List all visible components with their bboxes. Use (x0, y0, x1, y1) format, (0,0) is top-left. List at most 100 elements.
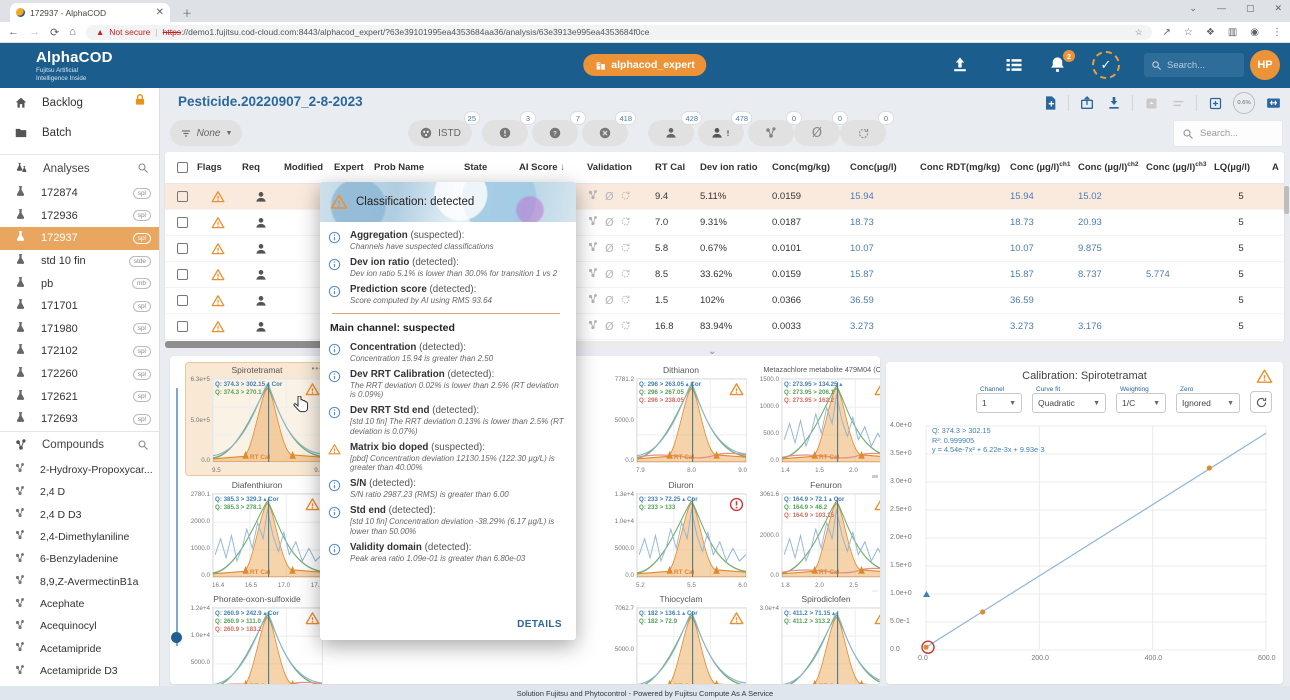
empty-set-icon[interactable]: Ø (605, 190, 614, 203)
upload-icon[interactable] (950, 55, 970, 75)
table-row-5[interactable]: Ø 1.5 102% 0.0366 36.59 36.59 5 (165, 288, 1284, 314)
table-row-4[interactable]: Ø 8.5 33.62% 0.0159 15.87 15.87 8.737 5.774 5 (165, 262, 1284, 288)
column-header-A[interactable]: A (1272, 162, 1279, 173)
fork-icon[interactable] (587, 189, 599, 204)
compound-item-2-4-Dimethylaniline[interactable]: 2,4-Dimethylaniline (0, 526, 159, 548)
control-select[interactable]: Ignored ▼ (1176, 393, 1240, 413)
chromatogram-card-Spirodiclofen[interactable]: Spirodiclofen 3.0e+42.0e+4 Q: 411.2 > 71.1… (755, 592, 880, 684)
warning-icon[interactable] (874, 497, 880, 515)
calibration-warning-icon[interactable] (1256, 368, 1273, 388)
row-checkbox[interactable] (177, 191, 188, 202)
details-button[interactable]: DETAILS (517, 619, 562, 630)
refresh-icon[interactable] (620, 216, 631, 230)
column-header-Dev-ion-ratio[interactable]: Dev ion ratio (700, 162, 758, 173)
window-chevron-icon[interactable]: ⌄ (1189, 3, 1197, 13)
filter-chip-istd[interactable]: ISTD 25 (408, 111, 480, 146)
new-report-icon[interactable] (1041, 94, 1059, 112)
column-header-Conc-g-l-[interactable]: Conc(µg/l) (850, 162, 897, 173)
add-panel-icon[interactable] (1206, 94, 1224, 112)
validation-icons[interactable]: Ø (587, 267, 651, 282)
sidebar-section-compounds[interactable]: Compounds (0, 430, 159, 459)
download-icon[interactable] (1105, 94, 1123, 112)
display-panel-icon[interactable] (1264, 94, 1282, 112)
row-checkbox[interactable] (177, 269, 188, 280)
refresh-icon[interactable] (620, 294, 631, 308)
warning-icon[interactable] (874, 382, 880, 400)
column-header-Conc-g-l-[interactable]: Conc (µg/l)ch1 (1010, 161, 1071, 174)
filter-chip-person-alert[interactable]: 478 (698, 111, 752, 146)
user-avatar[interactable]: HP (1250, 50, 1280, 80)
empty-set-icon[interactable]: Ø (605, 216, 614, 229)
column-header-Prob-Name[interactable]: Prob Name (374, 162, 425, 173)
view-list-icon[interactable] (1004, 55, 1024, 75)
profile-icon[interactable]: ◉ (1250, 26, 1259, 38)
address-bar[interactable]: ▲ Not secure | https://demo1.fujitsu.cod… (85, 24, 1153, 40)
analysis-item-172102[interactable]: 172102 spl (0, 340, 159, 363)
export-icon[interactable] (1078, 94, 1096, 112)
warning-icon[interactable] (729, 382, 744, 400)
compound-item-2-4-D-D3[interactable]: 2,4 D D3 (0, 503, 159, 525)
compound-item-2-4-D[interactable]: 2,4 D (0, 481, 159, 503)
chromatogram-card-Metazachlore-metabolite-479M04-OA-[interactable]: Metazachlore metabolite 479M04 (OA) 1500.… (755, 363, 880, 475)
control-select[interactable]: Quadratic ▼ (1032, 393, 1106, 413)
validation-check-icon[interactable]: ✓ (1092, 51, 1120, 79)
window-controls[interactable]: ⌄ — ▢ ✕ (1189, 3, 1282, 14)
chromatogram-plot[interactable] (781, 607, 880, 684)
column-header-Validation[interactable]: Validation (587, 162, 632, 173)
fork-icon[interactable] (587, 215, 599, 230)
refresh-icon[interactable] (620, 242, 631, 256)
fork-icon[interactable] (587, 267, 599, 282)
refresh-icon[interactable] (620, 190, 631, 204)
filter-chip-question[interactable]: ? 7 (532, 111, 586, 146)
compound-item-8-9-Z-AvermectinB1a[interactable]: 8,9,Z-AvermectinB1a (0, 570, 159, 592)
column-header-Conc-g-l-[interactable]: Conc (µg/l)ch2 (1078, 161, 1139, 174)
control-select[interactable]: 1/C ▼ (1116, 393, 1166, 413)
warning-icon[interactable] (305, 382, 320, 400)
sidebar-item-backlog[interactable]: Backlog (0, 88, 159, 118)
analysis-item-171980[interactable]: 171980 spl (0, 318, 159, 341)
chromatogram-plot[interactable] (636, 493, 747, 578)
column-header-Modified[interactable]: Modified (284, 162, 324, 173)
chromatogram-plot[interactable] (781, 378, 880, 463)
row-checkbox[interactable] (177, 295, 188, 306)
row-checkbox[interactable] (177, 243, 188, 254)
chart-zoom-slider-handle[interactable] (171, 632, 182, 643)
analysis-item-172874[interactable]: 172874 spl (0, 182, 159, 205)
chromatogram-plot[interactable] (636, 607, 747, 684)
calibration-history-button[interactable] (1250, 391, 1272, 413)
chromatogram-plot[interactable] (212, 607, 323, 684)
bookmark-star-icon[interactable]: ☆ (1134, 26, 1143, 37)
table-row-2[interactable]: Ø 7.0 9.31% 0.0187 18.73 18.73 20.93 5 (165, 210, 1284, 236)
empty-set-icon[interactable]: Ø (605, 268, 614, 281)
column-header-Conc-g-l-[interactable]: Conc (µg/l)ch3 (1146, 161, 1207, 174)
control-select[interactable]: 1 ▼ (976, 393, 1022, 413)
tab-close-icon[interactable]: ✕ (155, 7, 164, 18)
extensions-icon[interactable]: ❖ (1205, 26, 1215, 38)
compound-item-6-Benzyladenine[interactable]: 6-Benzyladenine (0, 548, 159, 570)
column-header-Conc-RDT-mg-kg-[interactable]: Conc RDT(mg/kg) (920, 162, 1001, 173)
compound-item-Acequinocyl[interactable]: Acequinocyl (0, 615, 159, 637)
star-icon[interactable]: ☆ (1183, 26, 1193, 38)
global-search[interactable]: Search... (1144, 53, 1244, 77)
warning-icon[interactable] (729, 611, 744, 629)
home-icon[interactable]: ⌂ (69, 26, 76, 38)
column-header-Expert[interactable]: Expert (334, 162, 364, 173)
table-row-3[interactable]: Ø 5.8 0.67% 0.0101 10.07 10.07 9.875 5 (165, 236, 1284, 262)
workspace-badge[interactable]: alphacod_expert (583, 54, 707, 76)
analysis-item-std-10-fin[interactable]: std 10 fin stde (0, 250, 159, 273)
fork-icon[interactable] (587, 241, 599, 256)
share-icon[interactable]: ↗ (1162, 26, 1171, 38)
compound-item-Acetamipride-D3[interactable]: Acetamipride D3 (0, 660, 159, 682)
validation-icons[interactable]: Ø (587, 215, 651, 230)
sidebar-item-batch[interactable]: Batch (0, 118, 159, 148)
notifications-bell-icon[interactable]: 2 (1048, 50, 1075, 75)
column-header-RT-Cal[interactable]: RT Cal (655, 162, 686, 173)
new-tab-button[interactable]: ＋ (182, 9, 192, 20)
analysis-item-172936[interactable]: 172936 spl (0, 205, 159, 228)
column-header-LQ-g-l-[interactable]: LQ(µg/l) (1214, 162, 1251, 173)
window-minimize-icon[interactable]: — (1216, 3, 1226, 13)
analysis-item-172260[interactable]: 172260 spl (0, 363, 159, 386)
chromatogram-card-Diuron[interactable]: Diuron 1.3e+4 1.0e+4 5000.0 0.0 Q: 233 > 72.2… (610, 478, 752, 590)
